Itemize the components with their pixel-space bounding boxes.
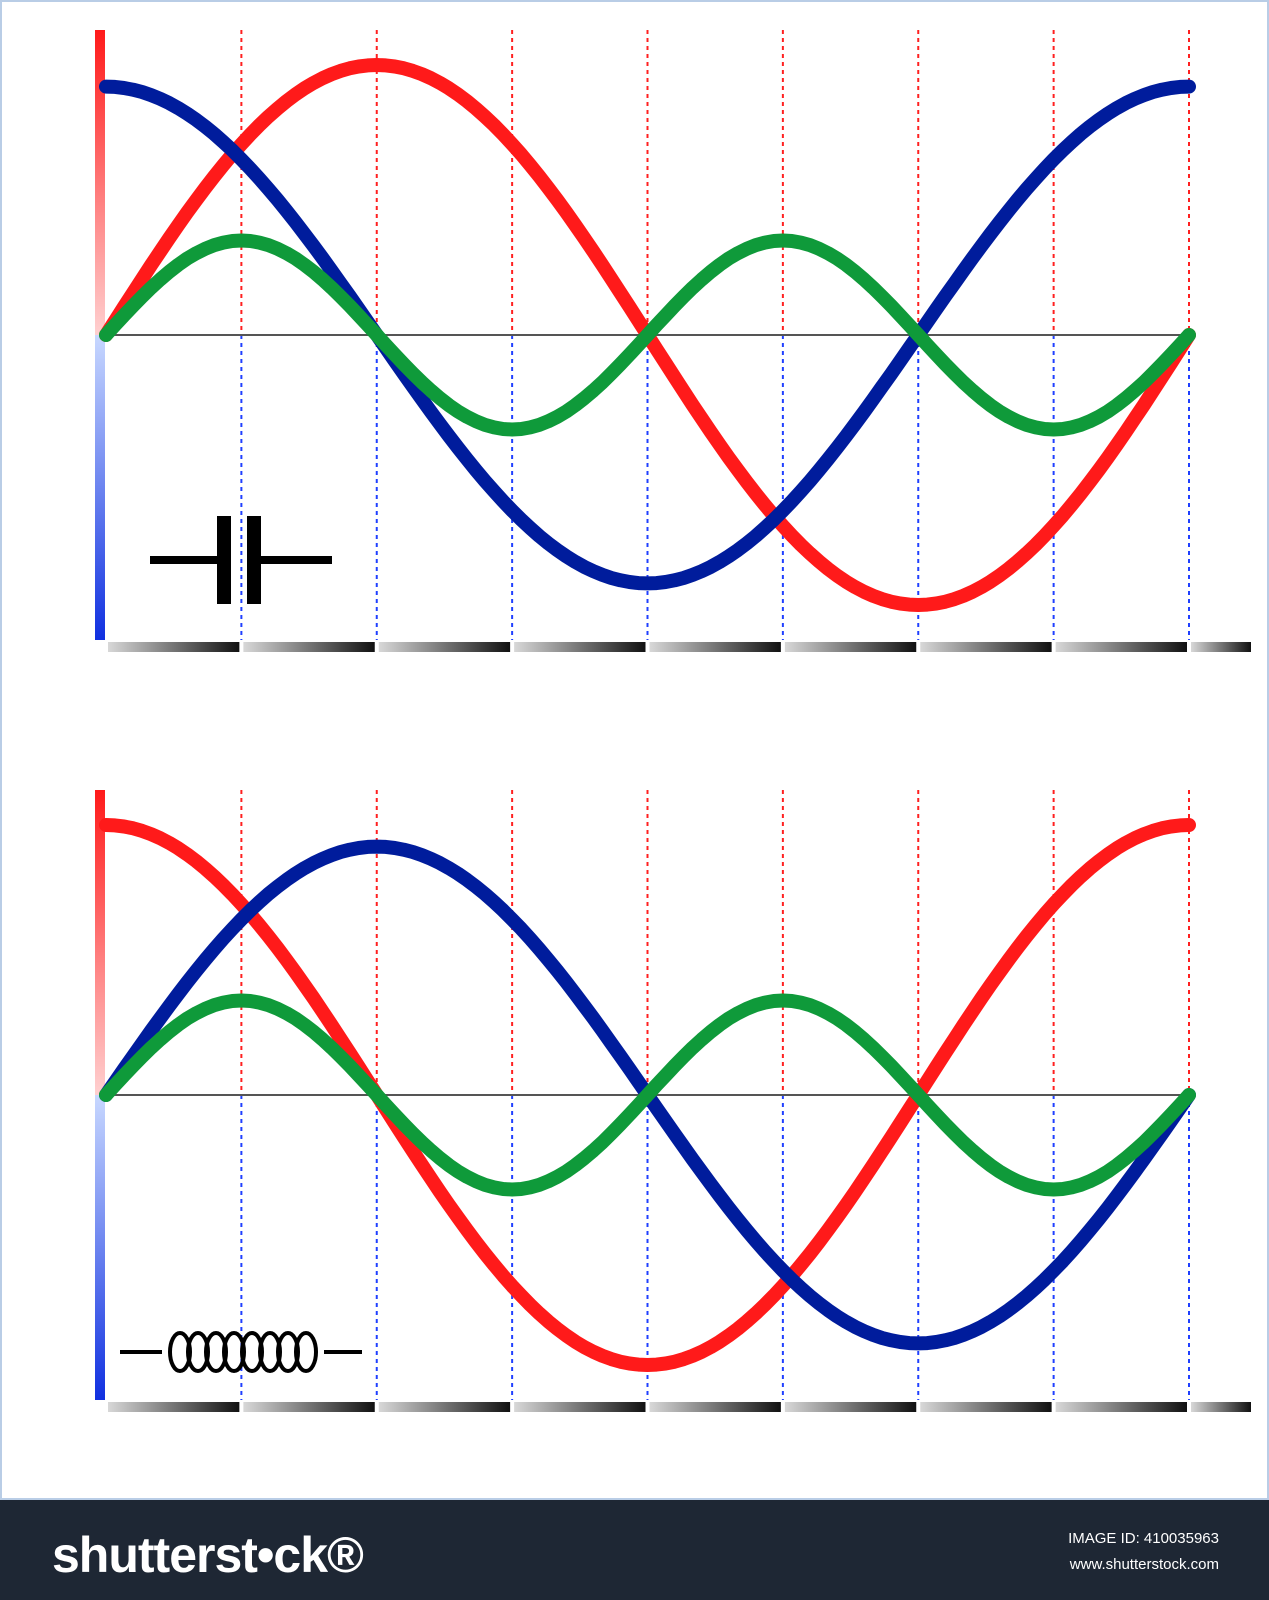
time-bar-segment [108,1402,240,1412]
time-bar-segment [649,1402,781,1412]
time-bar-segment [243,642,375,652]
series-line-v [99,818,1196,1372]
series-line-i [99,79,1196,591]
series-line-p [99,233,1196,437]
inductor-coil-loop [294,1331,318,1373]
capacitor-icon [150,516,332,604]
time-bar-segment [920,1402,1052,1412]
time-bar-segment [1191,1402,1251,1412]
chart-frame [0,0,1269,1500]
time-bar-segment [108,642,240,652]
time-bar-segment [514,642,646,652]
image-id-label: IMAGE ID: 410035963 [1068,1530,1219,1547]
time-bar-segment [649,642,781,652]
inductor-chart-panel [95,790,1251,1412]
capacitor-chart-panel [95,30,1251,652]
time-bar-segment [1055,1402,1187,1412]
time-bar-segment [784,1402,917,1412]
time-bar-segment [378,1402,511,1412]
series-line-p [99,993,1196,1197]
time-bar-segment [243,1402,375,1412]
site-url: www.shutterstock.com [1069,1556,1219,1573]
time-bar-segment [920,642,1052,652]
time-bar-segment [784,642,917,652]
brand-logo: shutterst•ck® [52,1527,364,1583]
time-bar-segment [514,1402,646,1412]
time-bar-segment [1191,642,1251,652]
stock-footer: shutterst•ck® IMAGE ID: 410035963 www.sh… [0,1500,1269,1600]
time-bar-segment [1055,642,1187,652]
time-bar-segment [378,642,511,652]
inductor-icon [120,1331,362,1373]
